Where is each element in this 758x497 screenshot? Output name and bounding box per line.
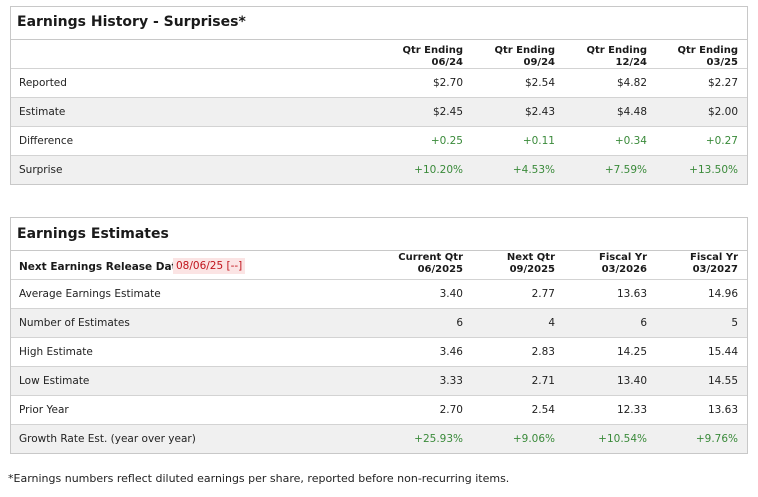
column-header: Current Qtr 06/2025	[398, 252, 463, 275]
row-label: Growth Rate Est. (year over year)	[19, 433, 196, 445]
column-header: Fiscal Yr 03/2026	[599, 252, 647, 275]
cell-value: 13.63	[616, 288, 647, 300]
table-row-difference: Difference +0.25 +0.11 +0.34 +0.27	[11, 126, 747, 155]
row-label: Surprise	[19, 164, 63, 176]
cell-value: $2.43	[524, 106, 555, 118]
table-row-prior-year: Prior Year 2.70 2.54 12.33 13.63	[11, 395, 747, 424]
column-header: Qtr Ending 06/24	[402, 45, 463, 68]
cell-value: $2.54	[524, 77, 555, 89]
cell-value: $2.45	[432, 106, 463, 118]
cell-value: 14.55	[707, 375, 738, 387]
cell-value: 5	[731, 317, 738, 329]
row-label: Low Estimate	[19, 375, 90, 387]
earnings-estimates-header-row: Next Earnings Release Date - 08/06/25 [-…	[11, 250, 747, 283]
cell-value: 13.40	[616, 375, 647, 387]
footnote: *Earnings numbers reflect diluted earnin…	[8, 472, 510, 485]
table-row-reported: Reported $2.70 $2.54 $4.82 $2.27	[11, 68, 747, 97]
cell-value: 2.83	[531, 346, 555, 358]
cell-value: 13.63	[707, 404, 738, 416]
cell-value: +7.59%	[604, 164, 647, 176]
row-label: High Estimate	[19, 346, 93, 358]
row-label: Difference	[19, 135, 74, 147]
table-row-estimate: Estimate $2.45 $2.43 $4.48 $2.00	[11, 97, 747, 126]
row-label: Average Earnings Estimate	[19, 288, 161, 300]
cell-value: 2.77	[531, 288, 555, 300]
column-header: Qtr Ending 03/25	[677, 45, 738, 68]
earnings-history-panel: Earnings History - Surprises* Qtr Ending…	[10, 6, 748, 185]
cell-value: 14.96	[707, 288, 738, 300]
row-label: Prior Year	[19, 404, 69, 416]
cell-value: 2.70	[439, 404, 463, 416]
earnings-estimates-title: Earnings Estimates	[17, 226, 169, 242]
next-release-date-link[interactable]: 08/06/25 [--]	[173, 258, 246, 274]
cell-value: 6	[456, 317, 463, 329]
cell-value: $2.27	[707, 77, 738, 89]
row-label: Estimate	[19, 106, 66, 118]
next-release-label: Next Earnings Release Date -	[19, 261, 192, 273]
cell-value: 2.54	[531, 404, 555, 416]
cell-value: 14.25	[616, 346, 647, 358]
cell-value: +0.34	[614, 135, 647, 147]
cell-value: $4.82	[616, 77, 647, 89]
cell-value: 6	[640, 317, 647, 329]
row-label: Number of Estimates	[19, 317, 130, 329]
cell-value: +4.53%	[512, 164, 555, 176]
cell-value: +10.20%	[414, 164, 463, 176]
column-header: Fiscal Yr 03/2027	[690, 252, 738, 275]
table-row-growth-rate: Growth Rate Est. (year over year) +25.93…	[11, 424, 747, 453]
table-row-surprise: Surprise +10.20% +4.53% +7.59% +13.50%	[11, 155, 747, 184]
cell-value: 15.44	[707, 346, 738, 358]
earnings-history-header-row: Qtr Ending 06/24 Qtr Ending 09/24 Qtr Endi…	[11, 39, 747, 76]
cell-value: +10.54%	[598, 433, 647, 445]
table-row-average-estimate: Average Earnings Estimate 3.40 2.77 13.6…	[11, 279, 747, 308]
cell-value: 2.71	[531, 375, 555, 387]
cell-value: 4	[548, 317, 555, 329]
cell-value: 12.33	[616, 404, 647, 416]
cell-value: +13.50%	[689, 164, 738, 176]
cell-value: +0.11	[522, 135, 555, 147]
cell-value: +9.06%	[512, 433, 555, 445]
cell-value: +9.76%	[695, 433, 738, 445]
table-row-high-estimate: High Estimate 3.46 2.83 14.25 15.44	[11, 337, 747, 366]
cell-value: +0.25	[430, 135, 463, 147]
column-header: Qtr Ending 12/24	[586, 45, 647, 68]
cell-value: 3.40	[439, 288, 463, 300]
cell-value: 3.46	[439, 346, 463, 358]
cell-value: +25.93%	[414, 433, 463, 445]
cell-value: $4.48	[616, 106, 647, 118]
earnings-estimates-panel: Earnings Estimates Next Earnings Release…	[10, 217, 748, 454]
row-label: Reported	[19, 77, 67, 89]
column-header: Next Qtr 09/2025	[506, 252, 555, 275]
cell-value: 3.33	[439, 375, 463, 387]
table-row-low-estimate: Low Estimate 3.33 2.71 13.40 14.55	[11, 366, 747, 395]
table-row-number-of-estimates: Number of Estimates 6 4 6 5	[11, 308, 747, 337]
earnings-history-title: Earnings History - Surprises*	[17, 14, 246, 30]
cell-value: $2.00	[707, 106, 738, 118]
cell-value: $2.70	[432, 77, 463, 89]
column-header: Qtr Ending 09/24	[494, 45, 555, 68]
cell-value: +0.27	[705, 135, 738, 147]
